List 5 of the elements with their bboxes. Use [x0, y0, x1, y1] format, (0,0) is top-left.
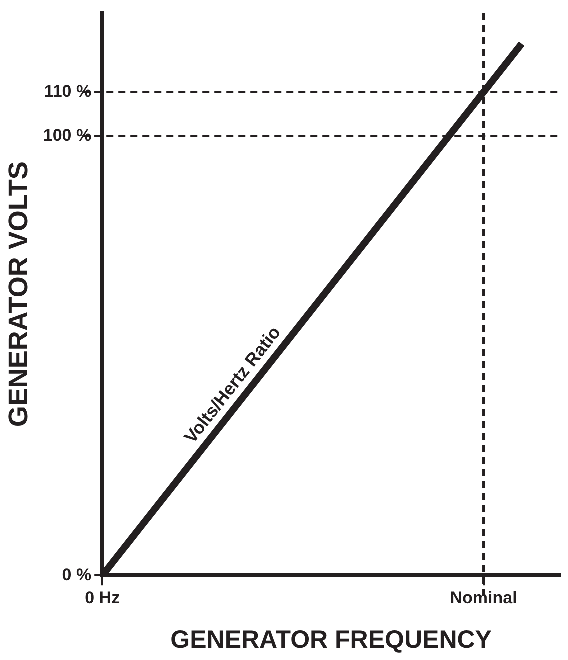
- y-axis-title: GENERATOR VOLTS: [4, 162, 34, 428]
- y-tick-label: 0 %: [62, 565, 92, 584]
- x-tick-label: 0 Hz: [85, 588, 120, 608]
- x-tick-label: Nominal: [450, 588, 518, 608]
- x-axis-title: GENERATOR FREQUENCY: [170, 626, 492, 654]
